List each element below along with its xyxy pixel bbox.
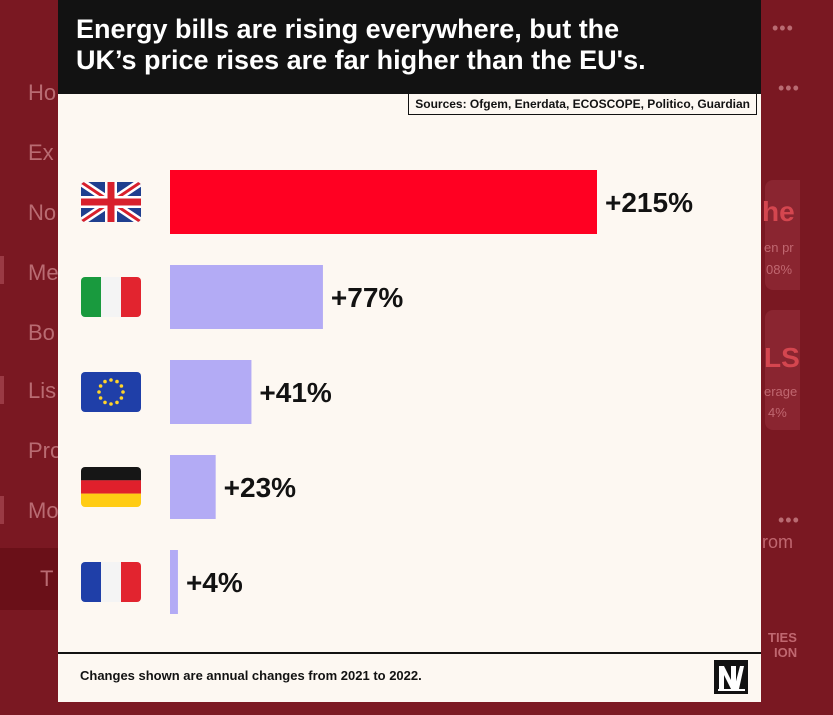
data-label-eu: +41% (259, 377, 331, 408)
bar-uk (170, 170, 597, 234)
chart-title: Energy bills are rising everywhere, but … (76, 14, 646, 75)
bar-germany (170, 455, 216, 519)
background-nav-item: Ex (28, 140, 54, 165)
footer-divider (58, 652, 761, 654)
background-text: 4% (768, 405, 787, 420)
data-label-germany: +23% (224, 472, 296, 503)
more-icon: ••• (778, 78, 800, 98)
background-card (765, 180, 800, 290)
title-box: Energy bills are rising everywhere, but … (58, 0, 761, 94)
background-text: erage (764, 384, 798, 399)
background-nav-item: Ho (28, 80, 57, 105)
background-card (765, 310, 800, 430)
background-text: he (762, 196, 795, 227)
bar-eu (170, 360, 252, 424)
background-nav-item: Me (28, 260, 59, 285)
background-text: ION (774, 645, 798, 660)
background-nav-item: No (28, 200, 57, 225)
bar-italy (170, 265, 323, 329)
publisher-logo (714, 660, 748, 694)
uk-flag-icon (81, 182, 141, 222)
background-text: 08% (766, 262, 793, 277)
data-label-italy: +77% (331, 282, 403, 313)
background-nav-item: Pro (28, 438, 63, 463)
bar-chart: +215% +77% +41% +23% +4% (81, 170, 693, 614)
more-icon: ••• (772, 18, 794, 38)
footer-note: Changes shown are annual changes from 20… (80, 668, 422, 683)
background-nav-item-active: T (40, 566, 54, 591)
background-text: en pr (764, 240, 794, 255)
background-nav-active (0, 548, 60, 610)
italy-flag-icon (81, 277, 141, 317)
source-note: Sources: Ofgem, Enerdata, ECOSCOPE, Poli… (408, 94, 757, 115)
germany-flag-icon (81, 467, 141, 507)
eu-flag-icon (81, 372, 141, 412)
background-divider (0, 376, 4, 404)
data-label-uk: +215% (605, 187, 693, 218)
bar-france (170, 550, 178, 614)
more-icon: ••• (778, 510, 800, 530)
background-nav-item: Lis (28, 378, 57, 403)
chart-card: Energy bills are rising everywhere, but … (58, 0, 761, 702)
background-nav-item: Bo (28, 320, 55, 345)
background-text: LS (764, 342, 800, 373)
background-text: TIES (768, 630, 797, 645)
france-flag-icon (81, 562, 141, 602)
data-label-france: +4% (186, 567, 243, 598)
background-divider (0, 256, 4, 284)
background-text: rom (762, 532, 793, 552)
background-nav-item: Mo (28, 498, 59, 523)
background-divider (0, 496, 4, 524)
